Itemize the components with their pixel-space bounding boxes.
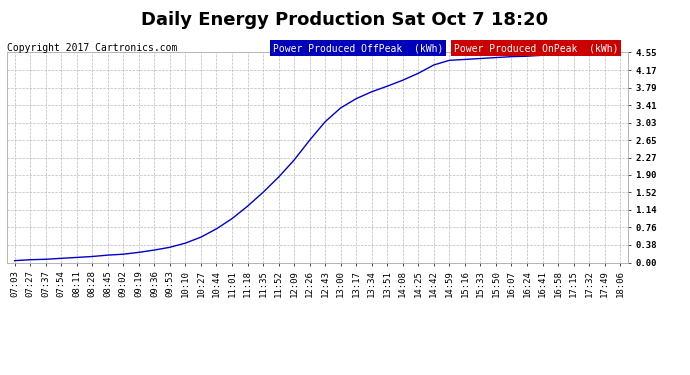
Text: Power Produced OnPeak  (kWh): Power Produced OnPeak (kWh) <box>454 43 618 53</box>
Text: Daily Energy Production Sat Oct 7 18:20: Daily Energy Production Sat Oct 7 18:20 <box>141 11 549 29</box>
Text: Copyright 2017 Cartronics.com: Copyright 2017 Cartronics.com <box>7 43 177 53</box>
Text: Power Produced OffPeak  (kWh): Power Produced OffPeak (kWh) <box>273 43 443 53</box>
